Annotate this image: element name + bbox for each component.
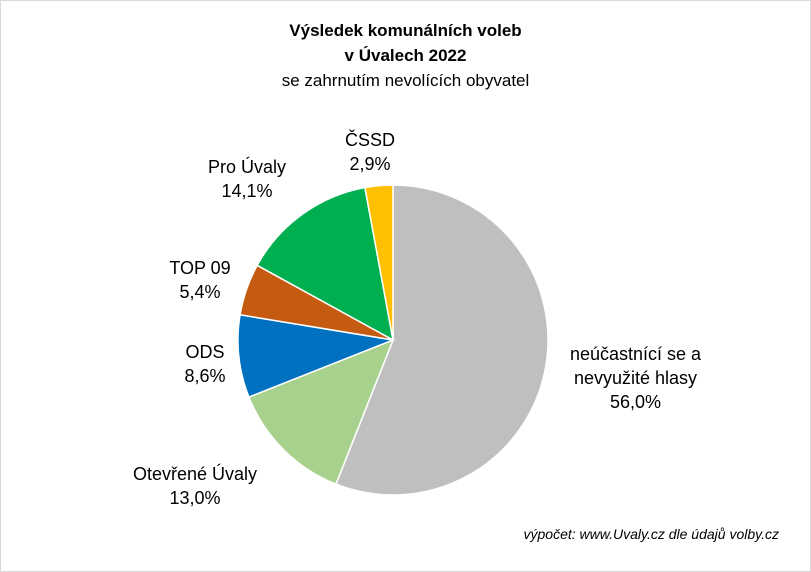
label-top09-value: 5,4% [179, 282, 221, 302]
chart-title-line-2: v Úvalech 2022 [344, 46, 467, 65]
label-neucastnici-name-2: nevyužité hlasy [573, 368, 698, 388]
chart-title-block: Výsledek komunálních voleb v Úvalech 202… [0, 18, 811, 93]
label-cssd-name: ČSSD [344, 130, 395, 150]
label-cssd-value: 2,9% [349, 154, 391, 174]
label-top09-name: TOP 09 [169, 258, 231, 278]
label-pro-uvaly-value: 14,1% [221, 181, 273, 201]
label-top09: TOP 09 5,4% [150, 256, 250, 304]
label-neucastnici-name-1: neúčastnící se a [569, 344, 702, 364]
label-ods-value: 8,6% [184, 366, 226, 386]
label-ods-name: ODS [185, 342, 225, 362]
pie-slice-0 [334, 184, 549, 496]
pie-slice-4 [256, 186, 395, 342]
label-pro-uvaly-name: Pro Úvaly [207, 157, 287, 177]
label-pro-uvaly: Pro Úvaly 14,1% [182, 155, 312, 203]
pie-slice-1 [247, 338, 395, 486]
label-cssd: ČSSD 2,9% [325, 128, 415, 176]
label-neucastnici-value: 56,0% [609, 392, 662, 412]
pie-slice-2 [237, 313, 396, 399]
label-otevrene-uvaly: Otevřené Úvaly 13,0% [105, 462, 285, 510]
source-note: výpočet: www.Uvaly.cz dle údajů volby.cz [523, 526, 779, 542]
label-neucastnici: neúčastnící se a nevyužité hlasy 56,0% [548, 342, 723, 414]
label-otevrene-uvaly-name: Otevřené Úvaly [132, 464, 258, 484]
chart-title-line-1: Výsledek komunálních voleb [289, 21, 522, 40]
pie-slice-5 [364, 184, 394, 341]
label-ods: ODS 8,6% [160, 340, 250, 388]
chart-subtitle: se zahrnutím nevolících obyvatel [281, 71, 530, 90]
label-otevrene-uvaly-value: 13,0% [169, 488, 221, 508]
